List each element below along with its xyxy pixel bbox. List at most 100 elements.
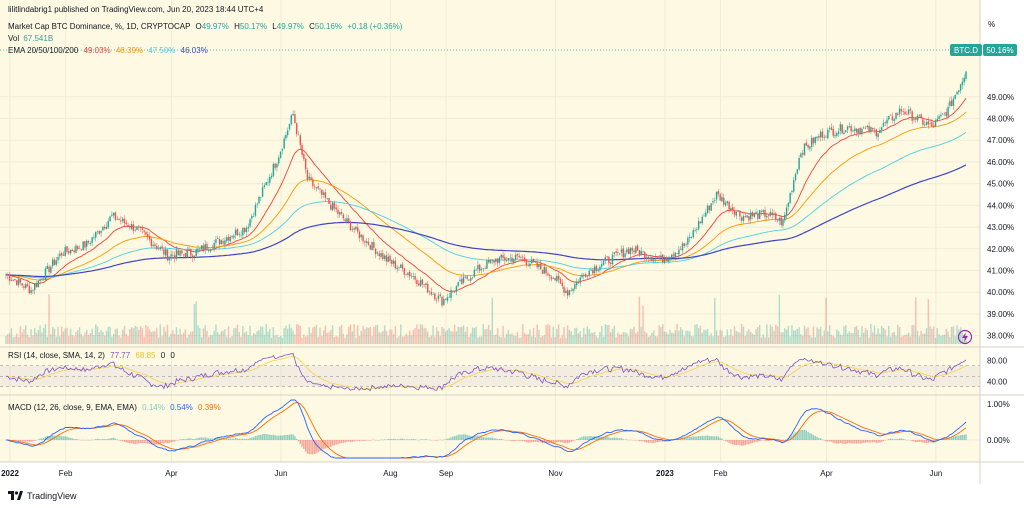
time-axis[interactable]: 2022 Feb Apr Jun Aug Sep Nov 2023 Feb Apr Jun	[1, 469, 942, 478]
price-candles[interactable]	[5, 70, 967, 308]
macd-histogram-bar	[258, 434, 260, 440]
volume-bar	[742, 326, 745, 344]
candle-body	[782, 219, 784, 226]
macd-histogram-bar	[468, 435, 470, 440]
volume-bar	[949, 336, 951, 344]
macd-histogram-bar	[21, 440, 23, 442]
candle-body	[755, 212, 757, 214]
candle-body	[200, 245, 203, 249]
volume-bar	[236, 324, 239, 344]
macd-histogram-bar	[873, 440, 876, 443]
change-value: +0.18 (+0.36%)	[347, 22, 402, 31]
volume-bar	[313, 326, 316, 344]
volume-bar	[618, 334, 621, 344]
volume-bar	[57, 326, 59, 344]
candle-body	[154, 244, 156, 246]
candle-body	[42, 279, 45, 281]
macd-histogram-bar	[16, 440, 18, 442]
macd-histogram-bar	[810, 433, 813, 440]
macd-histogram-bar	[125, 440, 127, 443]
candle-body	[511, 257, 513, 262]
candle-body	[845, 130, 847, 133]
macd-histogram-bar	[292, 434, 294, 440]
macd-histogram-bar	[638, 440, 641, 442]
volume-bar	[782, 332, 784, 344]
macd-histogram-bar	[337, 440, 339, 445]
candle-body	[324, 192, 327, 199]
macd-histogram-bar	[163, 440, 165, 444]
macd-histogram-bar	[609, 438, 612, 440]
candle-body	[541, 269, 544, 274]
macd-histogram-bar	[715, 436, 718, 440]
candle-body	[32, 290, 34, 291]
volume-bar	[505, 333, 508, 344]
candle-body	[645, 257, 648, 259]
volume-bar	[367, 327, 370, 344]
candle-body	[93, 237, 95, 239]
volume-bar	[290, 327, 293, 344]
macd-histogram-bar	[694, 436, 696, 440]
volume-bar	[147, 326, 149, 344]
candle-body	[809, 146, 811, 149]
macd-histogram-bar	[444, 439, 447, 440]
time-tick-label: 2023	[656, 469, 674, 478]
candle-body	[166, 249, 169, 261]
bolt-icon[interactable]	[957, 329, 973, 345]
macd-histogram-bar	[179, 439, 181, 440]
candle-body	[484, 268, 486, 270]
macd-histogram-bar	[95, 439, 97, 440]
macd-histogram-bar	[577, 438, 580, 440]
volume-bar	[518, 337, 520, 344]
candle-body	[771, 212, 773, 216]
macd-histogram-bar	[532, 440, 535, 442]
macd-histogram-bar	[645, 440, 648, 443]
macd-histogram-bar	[679, 438, 682, 440]
volume-bar	[66, 327, 68, 344]
candle-body	[33, 284, 36, 291]
candle-body	[837, 131, 840, 134]
candle-body	[19, 279, 22, 283]
candle-body	[44, 268, 47, 280]
volume-bar	[550, 337, 553, 344]
volume-bar	[880, 325, 883, 344]
candle-body	[276, 163, 278, 168]
ema-100-line	[6, 131, 967, 279]
volume-bar	[80, 333, 83, 344]
macd-histogram-bar	[692, 436, 694, 440]
volume-bar	[879, 333, 881, 344]
candle-body	[326, 198, 328, 199]
volume-bar	[234, 327, 237, 344]
volume-bar	[746, 331, 748, 344]
macd-histogram-bar	[166, 440, 169, 444]
candle-body	[595, 265, 598, 271]
candle-body	[333, 202, 336, 209]
macd-pane[interactable]	[0, 399, 980, 459]
candle-body	[624, 253, 626, 258]
volume-bar	[751, 333, 754, 344]
candle-body	[30, 290, 32, 294]
volume-bar	[107, 326, 109, 344]
rsi-pane[interactable]	[0, 353, 980, 392]
candle-body	[441, 296, 443, 306]
macd-histogram-bar	[98, 439, 101, 440]
volume-bar	[349, 324, 352, 344]
macd-histogram-bar	[963, 434, 965, 440]
volume-bar	[103, 335, 106, 344]
candle-body	[566, 290, 569, 296]
volume-bar	[794, 330, 797, 344]
candle-body	[529, 263, 531, 267]
volume-bar	[608, 324, 610, 344]
candle-body	[714, 200, 716, 201]
candle-body	[389, 255, 391, 261]
volume-bar	[920, 330, 922, 344]
candle-body	[904, 111, 906, 115]
candle-body	[507, 258, 510, 261]
candle-body	[152, 244, 154, 247]
candle-body	[8, 274, 11, 281]
volume-bar	[304, 336, 307, 344]
volume-bar	[601, 325, 603, 344]
price-axis[interactable]: 49.00%48.00%47.00%46.00%45.00%44.00%43.0…	[987, 93, 1014, 341]
macd-histogram-bar	[17, 440, 20, 442]
candle-body	[647, 256, 650, 259]
